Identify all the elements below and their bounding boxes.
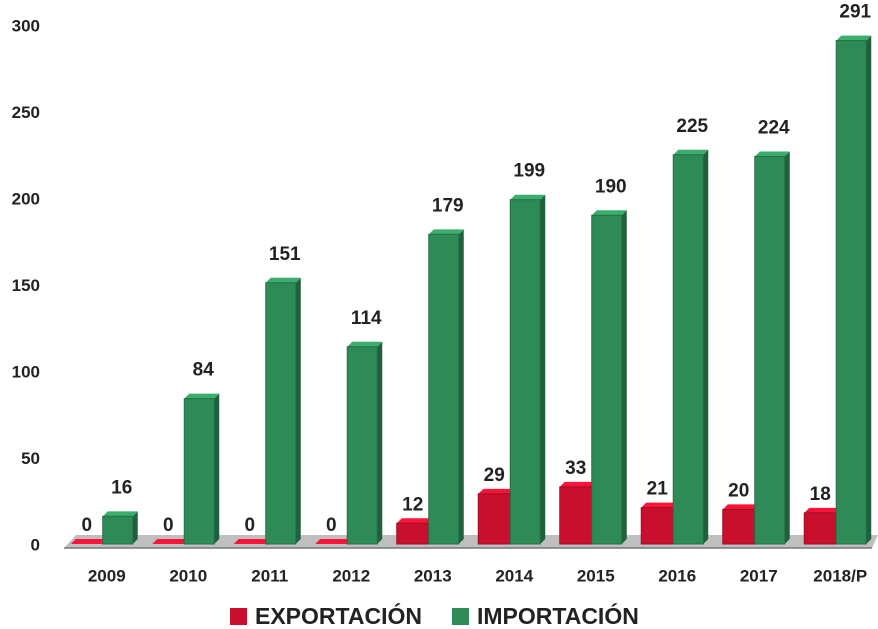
bar-top — [478, 488, 516, 494]
bar — [396, 522, 430, 545]
bar — [477, 493, 511, 545]
value-label: 0 — [244, 515, 255, 536]
bar-top — [836, 35, 872, 41]
y-tick-label: 0 — [31, 535, 40, 554]
bar-top — [804, 507, 842, 513]
value-label: 179 — [432, 195, 464, 216]
legend-label: EXPORTACIÓN — [255, 602, 422, 629]
value-label: 29 — [484, 465, 505, 486]
bar-top — [233, 539, 271, 544]
value-label: 0 — [326, 515, 337, 536]
x-tick-label: 2013 — [414, 566, 452, 585]
bar-side — [132, 511, 138, 544]
bar — [183, 398, 215, 545]
x-tick-label: 2012 — [332, 566, 370, 585]
bar — [428, 233, 460, 545]
bar-top — [102, 511, 138, 517]
x-tick-label: 2017 — [740, 566, 778, 585]
x-tick-label: 2016 — [658, 566, 696, 585]
bar — [102, 515, 134, 545]
bar-top — [70, 539, 108, 544]
bar-side — [458, 229, 464, 544]
x-tick-label: 2010 — [169, 566, 207, 585]
bar — [265, 282, 297, 545]
value-label: 225 — [676, 116, 708, 137]
value-label: 291 — [839, 2, 871, 23]
x-tick-label: 2015 — [577, 566, 615, 585]
y-tick-label: 150 — [12, 276, 40, 295]
y-tick-label: 100 — [12, 362, 40, 381]
bar-side — [784, 151, 790, 545]
value-label: 20 — [728, 480, 749, 501]
bar-top — [722, 504, 760, 510]
value-label: 224 — [758, 117, 790, 138]
value-label: 151 — [269, 244, 301, 265]
bar-top — [396, 518, 434, 524]
bar-top — [315, 539, 353, 544]
value-label: 190 — [595, 176, 627, 197]
bar-side — [377, 341, 383, 544]
value-label: 21 — [647, 479, 669, 500]
value-label: 18 — [810, 484, 831, 505]
bar — [346, 346, 378, 545]
bar-top — [641, 502, 679, 508]
y-tick-label: 200 — [12, 189, 40, 208]
bar — [803, 512, 837, 545]
value-label: 16 — [111, 477, 132, 498]
bar-top — [559, 481, 597, 487]
bar-top — [591, 210, 627, 216]
bar — [722, 508, 756, 545]
bar-top — [428, 229, 464, 235]
bar-top — [265, 277, 301, 283]
bar-top — [347, 341, 383, 347]
bar-side — [540, 194, 546, 545]
bar-top — [184, 393, 220, 399]
value-label: 114 — [351, 308, 382, 329]
x-tick-label: 2014 — [495, 566, 533, 585]
bar — [559, 486, 593, 545]
value-label: 84 — [193, 360, 215, 381]
y-tick-label: 50 — [21, 449, 40, 468]
value-label: 0 — [81, 515, 92, 536]
value-label: 33 — [565, 458, 586, 479]
bar — [835, 40, 867, 545]
bar — [591, 214, 623, 545]
legend-swatch — [451, 608, 469, 625]
y-tick-label: 300 — [12, 16, 40, 35]
bar — [672, 154, 704, 545]
bar — [640, 507, 674, 545]
x-tick-label: 2018/P — [813, 566, 867, 585]
bar-top — [673, 149, 709, 155]
x-tick-label: 2009 — [88, 566, 126, 585]
bar-top — [152, 539, 190, 544]
y-tick-label: 250 — [12, 103, 40, 122]
bar-side — [295, 277, 301, 544]
bar-side — [214, 393, 220, 544]
bar — [754, 155, 786, 545]
bar-side — [621, 210, 627, 545]
legend-swatch — [230, 608, 247, 625]
bar-top — [510, 194, 546, 200]
value-label: 12 — [402, 494, 423, 515]
bar-side — [866, 35, 872, 544]
bar-side — [703, 149, 709, 544]
x-tick-label: 2011 — [251, 566, 288, 585]
value-label: 0 — [163, 515, 174, 536]
legend-label: IMPORTACIÓN — [477, 602, 639, 629]
bar — [509, 199, 541, 545]
bar-top — [754, 151, 790, 157]
value-label: 199 — [513, 161, 545, 182]
